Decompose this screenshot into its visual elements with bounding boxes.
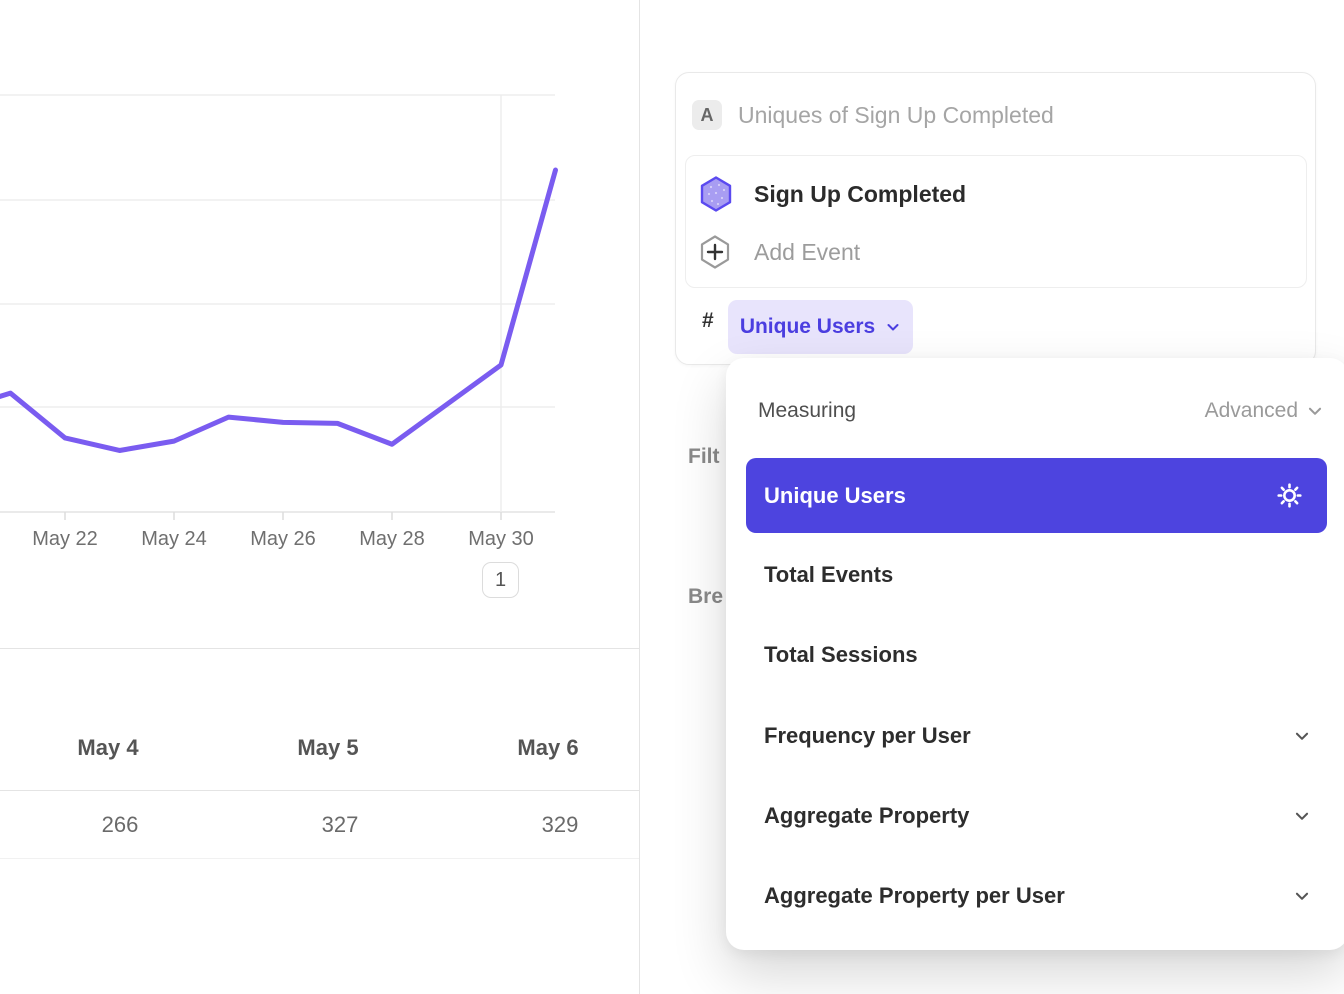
add-event-label: Add Event [754,238,861,265]
breakdown-section-label: Bre [688,585,724,608]
menu-item-aggregate-property-per-user[interactable]: Aggregate Property per User [746,856,1327,936]
advanced-mode-label: Advanced [1204,399,1298,422]
menu-item-aggregate-property[interactable]: Aggregate Property [746,776,1327,856]
table-cell-value: 266 [101,812,139,837]
table-column-header: May 6 [517,735,579,760]
menu-item-label: Total Sessions [764,642,918,667]
measuring-dropdown-menu: Measuring Advanced Unique Users [726,358,1344,950]
pagination-page-button[interactable]: 1 [482,562,519,598]
menu-item-total-events[interactable]: Total Events [746,535,1327,615]
filter-section-label: Filt [688,445,720,468]
x-axis-tick-label: May 30 [468,528,534,550]
measuring-title: Measuring [758,399,857,422]
table-top-border [0,648,639,649]
measurement-prefix: # [702,309,714,332]
chevron-down-icon [885,319,901,335]
event-list-card: Sign Up Completed Add Event [685,155,1307,288]
table-cell-value: 329 [541,812,579,837]
menu-item-frequency-per-user[interactable]: Frequency per User [746,696,1327,776]
menu-item-label: Frequency per User [764,723,971,748]
series-letter-badge: A [692,100,722,130]
query-card: A Uniques of Sign Up Completed Sign Up C… [675,72,1316,365]
query-summary: Uniques of Sign Up Completed [738,101,1054,128]
chevron-down-icon [1293,887,1311,905]
chevron-down-icon [1306,402,1324,420]
event-hexagon-icon [700,176,732,212]
x-axis-tick-label: May 22 [32,528,98,550]
menu-item-unique-users-selected[interactable]: Unique Users [746,458,1327,533]
add-event-hexagon-plus-icon [700,235,730,269]
chevron-down-icon [1293,727,1311,745]
table-cell-value: 327 [321,812,359,837]
advanced-mode-selector[interactable]: Advanced [1205,399,1324,423]
menu-item-label: Total Events [764,562,894,587]
table-column-header: May 5 [297,735,359,760]
x-axis-tick-label: May 24 [141,528,207,550]
gear-icon[interactable] [1276,482,1303,509]
table-column-header: May 4 [77,735,139,760]
chevron-down-icon [1293,807,1311,825]
menu-item-label: Aggregate Property per User [764,883,1065,908]
line-chart: May 22 May 24 May 26 May 28 May 30 [0,94,558,550]
add-event-button[interactable]: Add Event [700,226,1292,278]
table-row-border [0,858,639,859]
menu-item-label: Unique Users [764,482,906,508]
table-header-border [0,790,639,791]
pane-divider [639,0,640,994]
event-row-sign-up-completed[interactable]: Sign Up Completed [700,166,1292,222]
measurement-value: Unique Users [739,315,876,338]
event-name: Sign Up Completed [754,180,967,207]
measurement-selector-chip[interactable]: Unique Users [728,300,913,354]
menu-item-total-sessions[interactable]: Total Sessions [746,615,1327,695]
x-axis-tick-label: May 26 [250,528,316,550]
x-axis-tick-label: May 28 [359,528,425,550]
menu-item-label: Aggregate Property [764,803,970,828]
